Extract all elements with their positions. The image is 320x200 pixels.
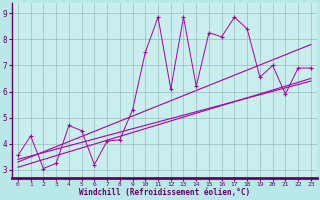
X-axis label: Windchill (Refroidissement éolien,°C): Windchill (Refroidissement éolien,°C) xyxy=(79,188,250,197)
